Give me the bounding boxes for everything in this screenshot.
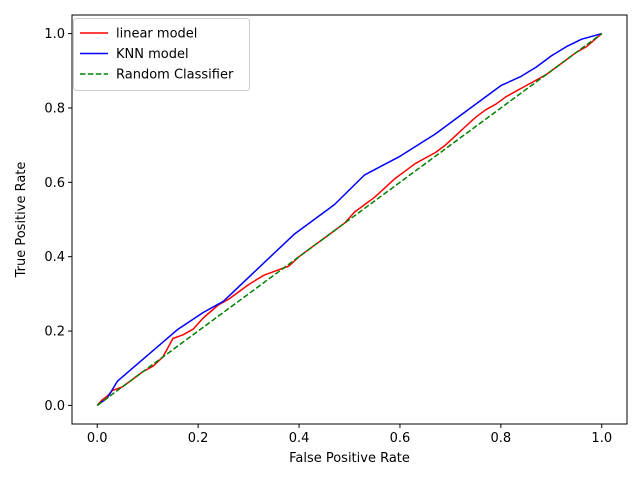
y-tick-label: 0.2 (44, 325, 65, 340)
x-axis-label: False Positive Rate (289, 451, 410, 466)
y-tick-label: 0.4 (44, 250, 65, 265)
legend-label: Random Classifier (116, 68, 234, 83)
y-tick-label: 0.6 (44, 176, 65, 191)
legend-label: KNN model (116, 47, 189, 62)
legend-box (73, 18, 250, 91)
legend: linear model KNN model Random Classifier (73, 18, 250, 91)
y-tick-label: 0.0 (44, 399, 65, 414)
x-tick-label: 1.0 (591, 431, 612, 446)
random-classifier-line (96, 32, 603, 407)
linear-model-line (96, 33, 603, 406)
legend-entry-random-classifier: Random Classifier (80, 68, 234, 83)
y-axis-ticks: 0.0 0.2 0.4 0.6 0.8 1.0 (44, 27, 72, 414)
x-tick-label: 0.0 (87, 431, 108, 446)
y-axis-label: True Positive Rate (14, 162, 29, 279)
x-tick-label: 0.2 (188, 431, 209, 446)
y-tick-label: 1.0 (44, 27, 65, 42)
x-tick-label: 0.4 (289, 431, 310, 446)
legend-entry-knn-model: KNN model (80, 47, 189, 62)
legend-label: linear model (116, 27, 197, 42)
x-tick-label: 0.6 (390, 431, 411, 446)
knn-model-line (96, 32, 603, 407)
plot-lines (96, 32, 603, 407)
x-axis-ticks: 0.0 0.2 0.4 0.6 0.8 1.0 (87, 424, 612, 446)
plot-area-frame (71, 14, 628, 425)
legend-entry-linear-model: linear model (80, 27, 197, 42)
x-tick-label: 0.8 (491, 431, 512, 446)
y-tick-label: 0.8 (44, 101, 65, 116)
